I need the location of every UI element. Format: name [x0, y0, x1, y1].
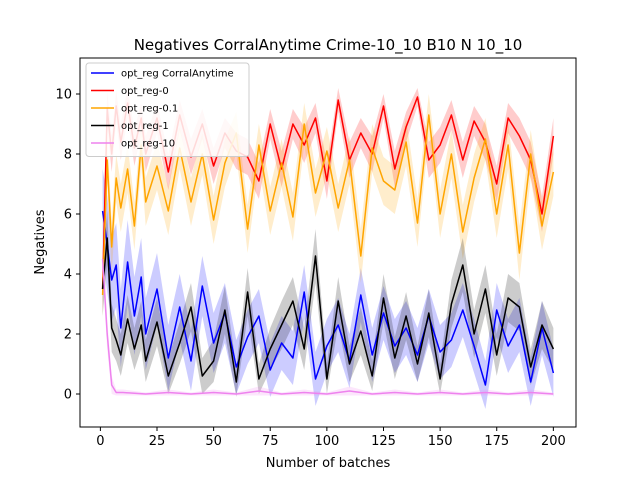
legend-box — [85, 62, 250, 157]
x-tick-label: 75 — [262, 434, 279, 449]
series-2-line — [101, 114, 555, 296]
x-tick-label: 150 — [428, 434, 453, 449]
y-tick-label: 2 — [64, 328, 72, 343]
x-tick-label: 0 — [96, 434, 104, 449]
y-tick-label: 0 — [64, 388, 72, 403]
y-tick-label: 4 — [64, 268, 72, 283]
series-2-band — [102, 94, 554, 319]
y-tick-label: 10 — [55, 88, 72, 103]
legend-entry: opt_reg-10 — [121, 139, 175, 150]
legend: opt_reg CorralAnytime opt_reg-0 opt_reg-0.… — [85, 62, 250, 157]
y-axis-label: Negatives — [33, 209, 48, 274]
x-axis-label: Number of batches — [266, 456, 391, 471]
y-axis-ticks: 0 2 4 6 8 10 — [55, 88, 80, 403]
x-tick-label: 125 — [371, 434, 396, 449]
x-tick-label: 175 — [484, 434, 509, 449]
series-4-line — [101, 258, 554, 395]
legend-entry: opt_reg-0.1 — [121, 104, 178, 115]
legend-entry: opt_reg CorralAnytime — [121, 69, 234, 80]
series-0-band — [102, 169, 554, 409]
y-tick-label: 6 — [64, 208, 72, 223]
series-3-line — [101, 237, 555, 383]
x-tick-label: 50 — [205, 434, 222, 449]
x-tick-label: 100 — [314, 434, 339, 449]
series-0-line — [101, 210, 555, 386]
y-tick-label: 8 — [64, 148, 72, 163]
x-axis-ticks: 0 25 50 75 100 125 150 175 200 — [96, 427, 566, 449]
legend-entry: opt_reg-1 — [121, 121, 169, 132]
legend-entry: opt_reg-0 — [121, 86, 169, 97]
x-tick-label: 200 — [541, 434, 566, 449]
x-tick-label: 25 — [149, 434, 166, 449]
plot-frame — [79, 57, 577, 428]
series-lines — [101, 96, 555, 395]
chart-title: Negatives CorralAnytime Crime-10_10 B10 … — [134, 36, 523, 55]
